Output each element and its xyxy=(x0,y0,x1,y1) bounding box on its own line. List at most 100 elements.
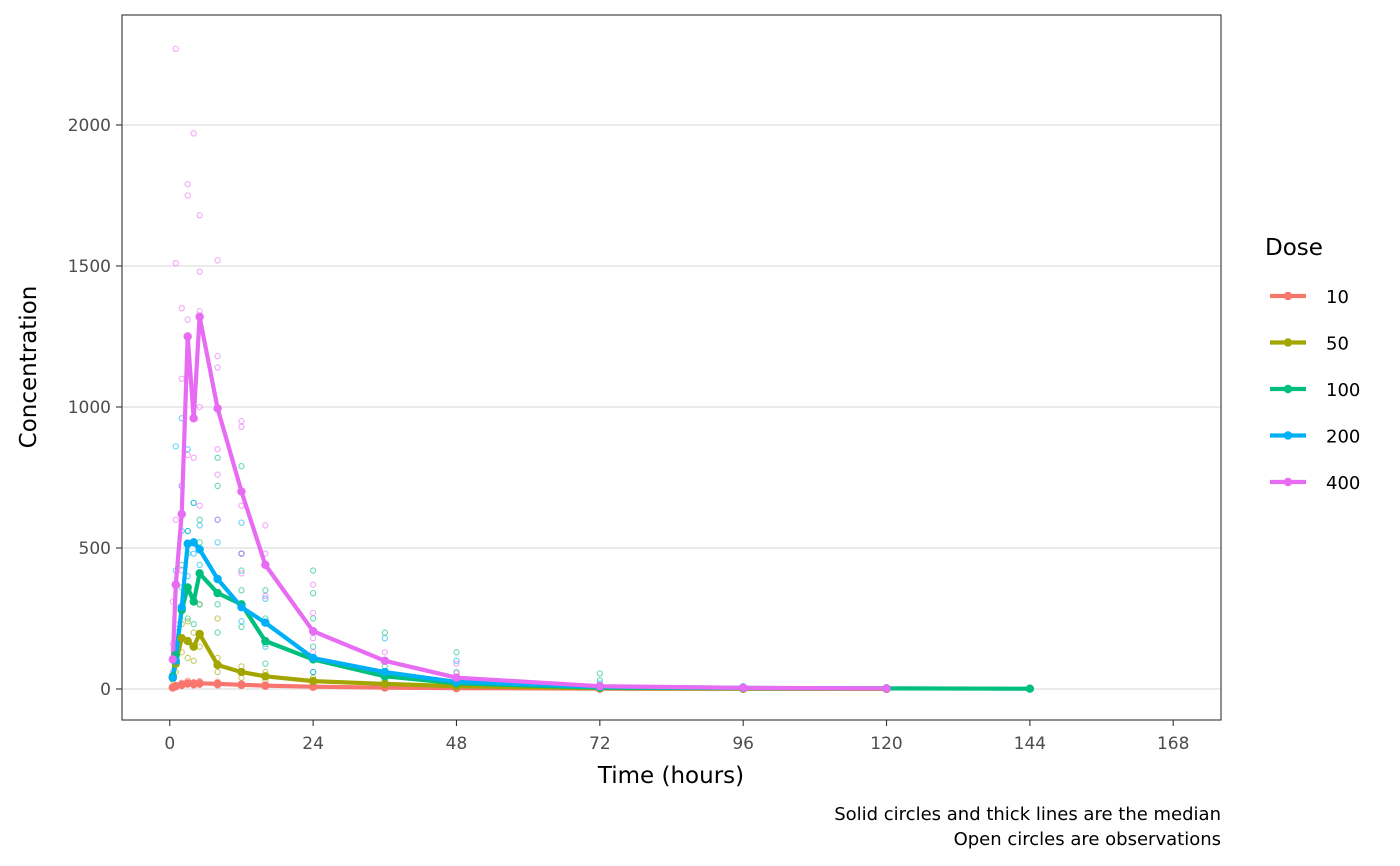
median-point-dose-10 xyxy=(261,681,270,690)
observation-point-dose-400 xyxy=(178,305,185,312)
median-point-dose-100 xyxy=(195,569,204,578)
observation-point-dose-400 xyxy=(172,516,179,523)
legend-item-dose-100: 100 xyxy=(1270,380,1360,401)
observation-point-dose-400 xyxy=(196,268,203,275)
observation-point-dose-400 xyxy=(214,516,221,523)
x-tick-label: 168 xyxy=(1157,734,1189,754)
median-point-dose-400 xyxy=(738,683,748,693)
median-point-dose-200 xyxy=(213,574,222,584)
observation-point-dose-400 xyxy=(196,212,203,219)
legend-key-point xyxy=(1283,384,1293,394)
observation-point-dose-400 xyxy=(238,550,245,557)
observation-point-dose-100 xyxy=(196,601,203,608)
y-tick-label: 1500 xyxy=(68,257,111,277)
plot-panel-border xyxy=(121,14,1222,721)
observation-point-dose-200 xyxy=(309,668,317,676)
median-point-dose-50 xyxy=(308,676,318,686)
observation-point-dose-100 xyxy=(238,587,245,594)
observation-point-dose-400 xyxy=(214,446,221,453)
median-point-dose-400 xyxy=(308,626,318,636)
observation-point-dose-200 xyxy=(190,499,197,507)
observation-point-dose-100 xyxy=(214,454,221,461)
caption-line-2: Open circles are observations xyxy=(954,829,1221,850)
median-point-dose-400 xyxy=(183,332,192,341)
observation-point-dose-400 xyxy=(190,454,197,461)
x-tick-label: 24 xyxy=(302,734,324,754)
legend: Dose 10 50 100 200 400 xyxy=(1265,235,1360,494)
observation-point-dose-200 xyxy=(190,550,197,557)
observation-point-dose-200 xyxy=(214,539,221,546)
x-tick-label: 0 xyxy=(164,734,175,754)
observation-point-dose-100 xyxy=(238,567,245,574)
median-point-dose-200 xyxy=(195,545,204,554)
observation-point-dose-400 xyxy=(262,522,269,529)
observation-point-dose-200 xyxy=(184,527,191,535)
caption-line-1: Solid circles and thick lines are the me… xyxy=(834,804,1221,825)
observation-point-dose-200 xyxy=(172,443,179,450)
median-point-dose-400 xyxy=(168,655,177,664)
median-point-dose-200 xyxy=(261,618,270,627)
observation-point-dose-100 xyxy=(214,601,221,608)
legend-item-dose-50: 50 xyxy=(1270,334,1349,355)
median-point-dose-50 xyxy=(213,660,222,670)
observation-point-dose-100 xyxy=(309,589,317,597)
observation-point-dose-100 xyxy=(238,463,245,470)
observation-point-dose-100 xyxy=(190,620,197,628)
legend-key-point xyxy=(1283,291,1293,301)
observation-point-dose-400 xyxy=(184,181,191,188)
median-point-dose-10 xyxy=(213,679,222,689)
observation-point-dose-200 xyxy=(196,561,203,569)
x-tick-label: 96 xyxy=(732,734,754,754)
median-points xyxy=(168,312,1035,694)
median-point-dose-400 xyxy=(177,509,186,519)
median-point-dose-50 xyxy=(189,642,198,651)
y-axis-title: Concentration xyxy=(16,286,42,449)
median-point-dose-200 xyxy=(237,603,246,612)
median-point-dose-400 xyxy=(452,673,461,682)
median-point-dose-50 xyxy=(183,636,192,646)
x-tick-label: 48 xyxy=(446,734,468,754)
observation-point-dose-400 xyxy=(262,592,269,600)
legend-label: 10 xyxy=(1326,287,1349,308)
median-point-dose-400 xyxy=(189,414,198,423)
median-point-dose-400 xyxy=(595,681,605,691)
observation-point-dose-100 xyxy=(214,482,221,490)
legend-key-point xyxy=(1283,338,1293,347)
median-point-dose-200 xyxy=(380,667,390,677)
observation-point-dose-400 xyxy=(172,45,179,52)
observation-point-dose-50 xyxy=(184,618,191,625)
median-point-dose-200 xyxy=(177,603,186,612)
observation-point-dose-100 xyxy=(184,615,191,622)
median-point-dose-400 xyxy=(237,487,246,496)
observation-point-dose-400 xyxy=(309,609,317,616)
observation-point-dose-400 xyxy=(309,581,317,588)
median-point-dose-100 xyxy=(261,636,270,646)
legend-item-dose-10: 10 xyxy=(1270,287,1349,308)
median-point-dose-50 xyxy=(380,679,390,689)
observation-point-dose-400 xyxy=(196,403,203,411)
y-axis-ticks: 0 500 1000 1500 2000 xyxy=(68,116,122,700)
median-point-dose-200 xyxy=(168,673,177,682)
observation-point-dose-400 xyxy=(172,260,179,267)
median-point-dose-200 xyxy=(189,538,198,547)
observation-point-dose-50 xyxy=(214,668,221,676)
legend-label: 200 xyxy=(1326,427,1360,448)
observation-point-dose-200 xyxy=(238,618,245,625)
y-tick-label: 0 xyxy=(100,680,111,700)
observation-point-dose-200 xyxy=(453,657,460,664)
x-axis-title: Time (hours) xyxy=(597,763,744,789)
observation-point-dose-400 xyxy=(184,316,191,323)
x-tick-label: 72 xyxy=(589,734,611,754)
median-point-dose-200 xyxy=(308,653,318,663)
observation-point-dose-100 xyxy=(596,670,603,677)
observation-point-dose-400 xyxy=(214,471,221,478)
x-axis-ticks: 0 24 48 72 96 120 144 168 xyxy=(164,720,1189,754)
y-tick-label: 1000 xyxy=(68,398,111,418)
observation-point-dose-400 xyxy=(190,130,197,137)
median-point-dose-100 xyxy=(189,597,198,606)
observation-point-dose-200 xyxy=(196,522,203,529)
observation-point-dose-100 xyxy=(262,660,269,667)
median-point-dose-400 xyxy=(380,656,390,665)
